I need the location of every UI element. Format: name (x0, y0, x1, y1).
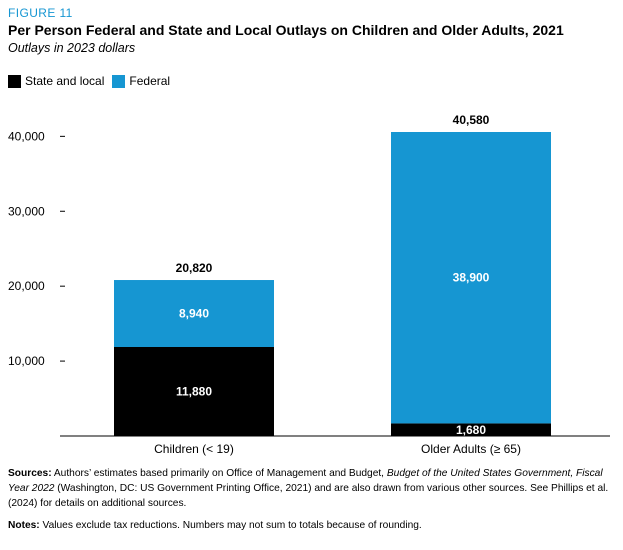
total-label: 40,580 (453, 113, 490, 127)
notes-section: Sources: Authors’ estimates based primar… (8, 466, 613, 540)
notes-label: Notes: (8, 520, 40, 531)
x-tick-label: Children (< 19) (154, 442, 234, 456)
bar-chart: 10,000 20,000 30,000 40,000 11,880 8,940 20,82… (8, 113, 610, 456)
sources-text-1: Authors’ estimates based primarily on Of… (51, 468, 387, 479)
bar-segment-state-local (391, 423, 551, 436)
legend-swatch-federal (112, 74, 126, 88)
x-tick-label: Older Adults (≥ 65) (421, 442, 521, 456)
legend-label-state-local: State and local (25, 74, 105, 88)
y-tick-label: 20,000 (8, 279, 45, 293)
y-tick-label: 30,000 (8, 204, 45, 218)
notes-note: Notes: Values exclude tax reductions. Nu… (8, 518, 613, 533)
legend-swatch-state-local (8, 74, 21, 88)
sources-italic: Budget of the United States Government, … (8, 468, 603, 494)
sources-text-2: (Washington, DC: US Government Printing … (8, 483, 609, 509)
bar-segment-federal (391, 132, 551, 424)
sources-label: Sources: (8, 468, 52, 479)
legend-item-federal: Federal (112, 74, 170, 88)
total-label: 20,820 (176, 261, 213, 275)
figure-label: FIGURE 11 (8, 6, 73, 20)
legend-label-federal: Federal (129, 74, 171, 88)
chart-subtitle: Outlays in 2023 dollars (8, 41, 136, 55)
data-label: 1,680 (456, 423, 486, 437)
y-tick-label: 40,000 (8, 129, 45, 143)
bar-segment-state-local (114, 347, 274, 436)
data-label: 38,900 (453, 271, 490, 285)
chart-title: Per Person Federal and State and Local O… (8, 22, 564, 38)
notes-text: Values exclude tax reductions. Numbers m… (39, 520, 422, 531)
legend: State and local Federal (8, 74, 178, 88)
bar-segment-federal (114, 280, 274, 348)
data-label: 11,880 (176, 385, 212, 399)
data-label: 8,940 (179, 307, 209, 321)
sources-note: Sources: Authors’ estimates based primar… (8, 466, 613, 511)
y-tick-label: 10,000 (8, 354, 45, 368)
legend-item-state-local: State and local (8, 74, 104, 88)
